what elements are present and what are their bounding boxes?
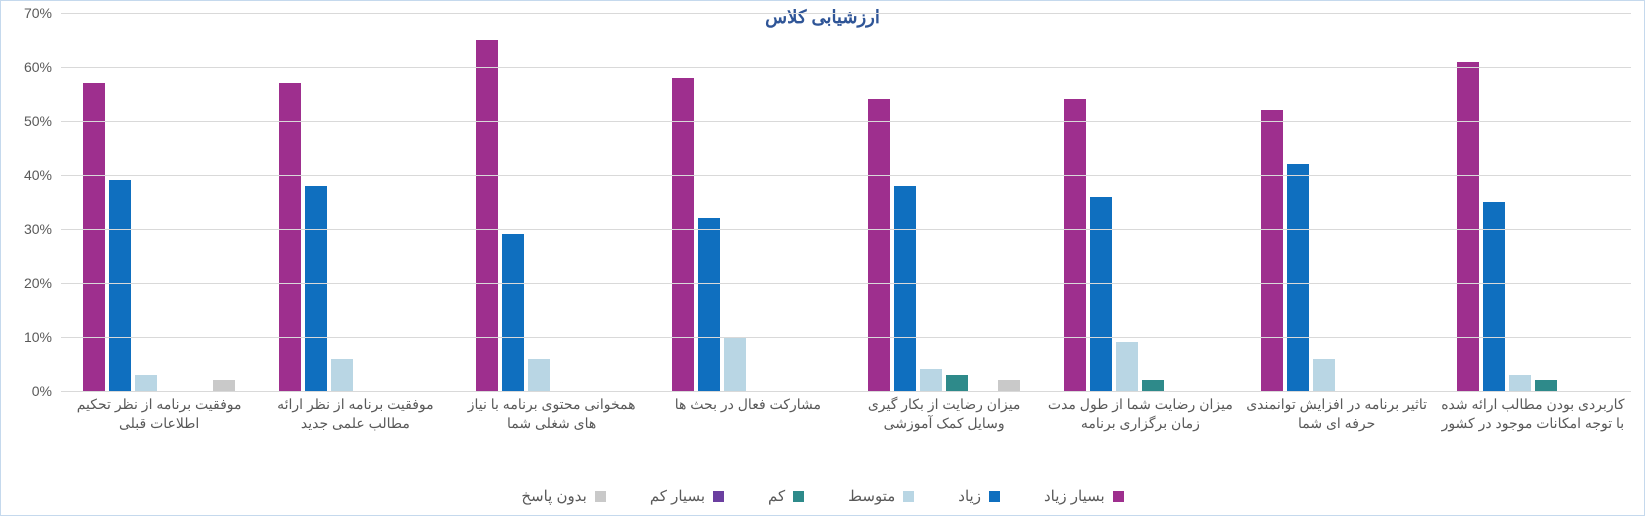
bar xyxy=(894,186,916,391)
legend-label: متوسط xyxy=(848,487,895,505)
bar xyxy=(1261,110,1283,391)
legend-item: متوسط xyxy=(848,487,914,505)
legend-item: بسیار کم xyxy=(650,487,724,505)
bar xyxy=(1509,375,1531,391)
y-tick-label: 10% xyxy=(2,329,52,345)
bar-groups xyxy=(61,13,1631,391)
y-tick-label: 70% xyxy=(2,5,52,21)
legend-swatch xyxy=(1113,491,1124,502)
x-tick-label: مشارکت فعال در بحث ها xyxy=(650,395,846,433)
legend-label: بسیار زیاد xyxy=(1044,487,1105,505)
bar-group xyxy=(1239,13,1435,391)
x-tick-label: تاثیر برنامه در افزایش توانمندی حرفه ای … xyxy=(1239,395,1435,433)
bar-group xyxy=(1435,13,1631,391)
legend-swatch xyxy=(903,491,914,502)
legend: بسیار زیاد زیاد متوسط کم بسیار کم بدون پاسخ xyxy=(1,487,1644,505)
gridline xyxy=(61,13,1631,14)
bar xyxy=(476,40,498,391)
bar xyxy=(109,180,131,391)
x-tick-label: موفقیت برنامه از نظر تحکیم اطلاعات قبلی xyxy=(61,395,257,433)
bar xyxy=(528,359,550,391)
gridline xyxy=(61,175,1631,176)
y-tick-label: 0% xyxy=(2,383,52,399)
legend-label: کم xyxy=(768,487,785,505)
bar-group xyxy=(454,13,650,391)
y-tick-label: 20% xyxy=(2,275,52,291)
bar xyxy=(135,375,157,391)
legend-item: زیاد xyxy=(958,487,1000,505)
bar-group xyxy=(257,13,453,391)
x-tick-label: همخوانی محتوی برنامه با نیاز های شغلی شم… xyxy=(454,395,650,433)
x-tick-label: میزان رضایت از بکار گیری وسایل کمک آموزش… xyxy=(846,395,1042,433)
legend-item: بسیار زیاد xyxy=(1044,487,1124,505)
bar xyxy=(1064,99,1086,391)
bar xyxy=(1142,380,1164,391)
bar xyxy=(920,369,942,391)
bar xyxy=(868,99,890,391)
gridline xyxy=(61,283,1631,284)
legend-item: کم xyxy=(768,487,804,505)
y-tick-label: 60% xyxy=(2,59,52,75)
bar xyxy=(698,218,720,391)
legend-label: بدون پاسخ xyxy=(521,487,586,505)
bar xyxy=(1090,197,1112,391)
bar xyxy=(279,83,301,391)
bar xyxy=(305,186,327,391)
gridline xyxy=(61,67,1631,68)
bar xyxy=(213,380,235,391)
plot-area xyxy=(61,13,1631,391)
bar xyxy=(1116,342,1138,391)
bar xyxy=(502,234,524,391)
gridline xyxy=(61,229,1631,230)
legend-label: زیاد xyxy=(958,487,981,505)
gridline xyxy=(61,337,1631,338)
legend-swatch xyxy=(713,491,724,502)
bar xyxy=(83,83,105,391)
legend-swatch xyxy=(793,491,804,502)
bar xyxy=(331,359,353,391)
legend-swatch xyxy=(595,491,606,502)
bar xyxy=(1483,202,1505,391)
bar-group xyxy=(61,13,257,391)
x-tick-label: میزان رضایت شما از طول مدت زمان برگزاری … xyxy=(1042,395,1238,433)
y-tick-label: 30% xyxy=(2,221,52,237)
bar xyxy=(1535,380,1557,391)
bar-group xyxy=(846,13,1042,391)
x-axis-labels: موفقیت برنامه از نظر تحکیم اطلاعات قبلیم… xyxy=(61,395,1631,433)
gridline xyxy=(61,121,1631,122)
legend-label: بسیار کم xyxy=(650,487,705,505)
bar xyxy=(1313,359,1335,391)
chart-container: ارزشیابی کلاس موفقیت برنامه از نظر تحکیم… xyxy=(0,0,1645,516)
bar xyxy=(1287,164,1309,391)
bar xyxy=(724,337,746,391)
legend-swatch xyxy=(989,491,1000,502)
bar xyxy=(998,380,1020,391)
y-tick-label: 50% xyxy=(2,113,52,129)
bar xyxy=(1457,62,1479,391)
bar xyxy=(672,78,694,391)
x-tick-label: موفقیت برنامه از نظر ارائه مطالب علمی جد… xyxy=(257,395,453,433)
gridline xyxy=(61,391,1631,392)
bar-group xyxy=(650,13,846,391)
y-tick-label: 40% xyxy=(2,167,52,183)
x-tick-label: کاربردی بودن مطالب ارائه شده با توجه امک… xyxy=(1435,395,1631,433)
legend-item: بدون پاسخ xyxy=(521,487,605,505)
bar xyxy=(946,375,968,391)
bar-group xyxy=(1042,13,1238,391)
